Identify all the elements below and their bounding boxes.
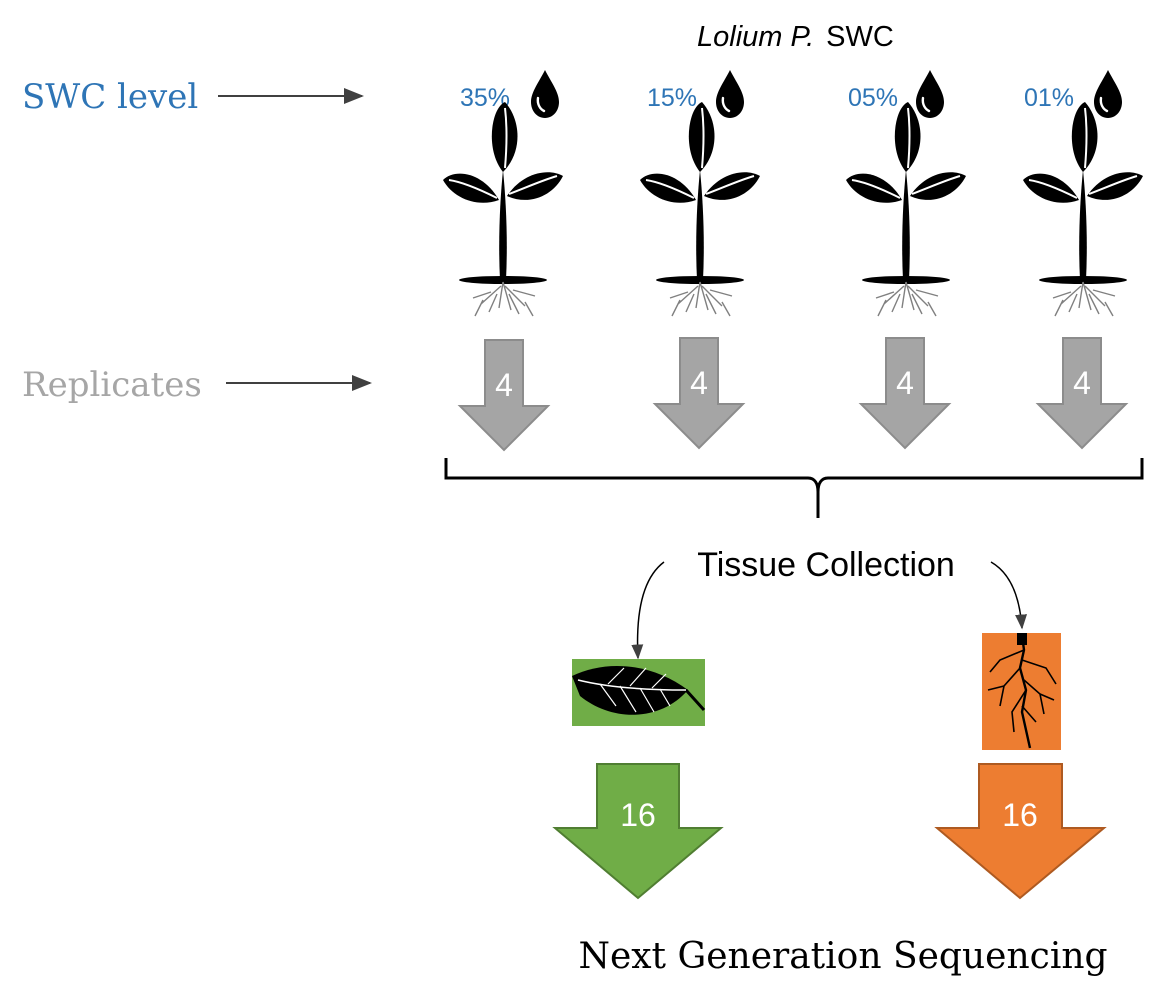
swc-column: 05% 4 — [845, 68, 967, 450]
title-suffix: SWC — [826, 21, 894, 53]
root-sample-count: 16 — [1002, 797, 1038, 833]
plant-icon — [845, 101, 967, 317]
water-drop-icon — [714, 68, 746, 120]
to-root-arrow — [990, 561, 1028, 630]
to-leaf-arrow — [631, 561, 665, 660]
swc-column: 35% 4 — [442, 68, 564, 452]
replicate-count: 4 — [495, 367, 513, 403]
replicate-count: 4 — [1073, 365, 1091, 401]
replicate-arrow — [1035, 337, 1129, 450]
diagram-title: Lolium P. SWC — [697, 21, 894, 53]
tissue-collection-label: Tissue Collection — [697, 546, 955, 584]
replicate-arrow — [457, 339, 551, 452]
swc-level-value: 01% — [1024, 84, 1074, 112]
replicates-label: Replicates — [22, 365, 202, 405]
leaf-sample-count: 16 — [620, 797, 656, 833]
plant-icon — [1022, 101, 1144, 317]
water-drop-icon — [1092, 68, 1124, 120]
replicate-arrow — [652, 337, 746, 450]
species-name: Lolium P. — [697, 21, 814, 53]
swc-level-value: 15% — [647, 84, 697, 112]
leaf-icon — [572, 665, 706, 715]
root-tissue: 16 — [934, 633, 1107, 900]
swc-column: 15% 4 — [639, 68, 761, 450]
replicate-arrow — [858, 337, 952, 450]
plant-icon — [639, 101, 761, 317]
grouping-brace — [444, 458, 1144, 518]
water-drop-icon — [529, 68, 561, 120]
root-tissue-box — [982, 633, 1061, 750]
leaf-sample-arrow — [552, 763, 724, 900]
plant-icon — [442, 101, 564, 317]
sequencing-label: Next Generation Sequencing — [578, 936, 1107, 977]
water-drop-icon — [914, 68, 946, 120]
replicate-count: 4 — [690, 365, 708, 401]
root-sample-arrow — [934, 763, 1107, 900]
swc-level-value: 05% — [848, 84, 898, 112]
swc-column: 01% 4 — [1022, 68, 1144, 450]
root-icon — [987, 633, 1057, 749]
swc-level-label: SWC level — [22, 77, 198, 117]
replicate-count: 4 — [896, 365, 914, 401]
leaf-tissue: 16 — [552, 659, 724, 900]
